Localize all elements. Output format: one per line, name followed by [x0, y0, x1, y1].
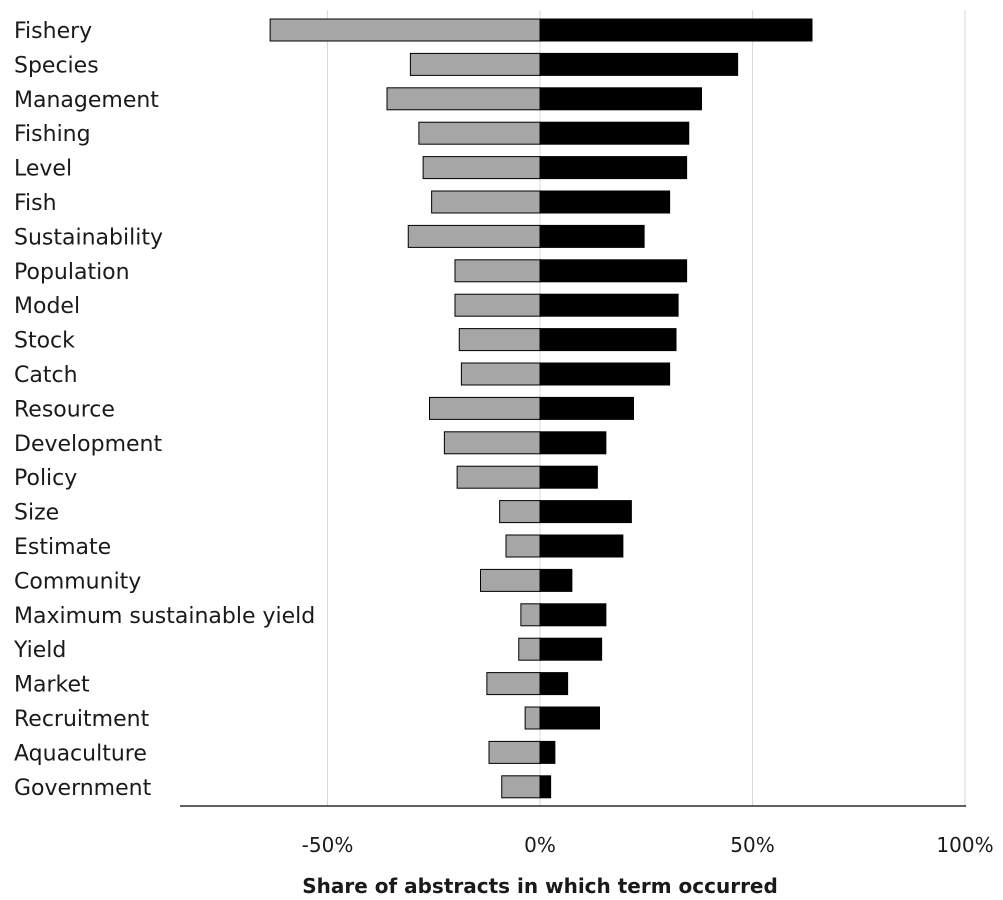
bar-negative [443, 431, 541, 455]
bar-negative [418, 121, 541, 145]
bar-positive [539, 328, 677, 352]
bar-positive [539, 293, 679, 317]
x-tick-label: 100% [936, 833, 993, 857]
bar-negative [409, 52, 541, 76]
x-tick-label: -50% [302, 833, 354, 857]
bar-negative [524, 706, 541, 730]
bar-negative [505, 534, 541, 558]
category-label: Population [14, 260, 130, 285]
category-label: Recruitment [14, 707, 150, 732]
bar-positive [539, 568, 573, 592]
bar-negative [422, 156, 541, 180]
bar-negative [501, 775, 541, 799]
category-label: Maximum sustainable yield [14, 604, 315, 629]
bar-positive [539, 224, 645, 248]
bar-negative [480, 568, 541, 592]
bar-positive [539, 603, 607, 627]
category-label: Resource [14, 397, 115, 422]
bar-positive [539, 87, 702, 111]
bar-negative [269, 18, 541, 42]
bar-positive [539, 465, 598, 489]
bar-negative [488, 740, 541, 764]
category-label: Community [14, 569, 141, 594]
bar-positive [539, 431, 607, 455]
bar-negative [431, 190, 541, 214]
bar-negative [454, 293, 541, 317]
category-label: Fishing [14, 122, 91, 147]
bar-positive [539, 637, 603, 661]
x-axis-title: Share of abstracts in which term occurre… [302, 874, 778, 898]
bar-negative [518, 637, 541, 661]
bar-negative [486, 672, 541, 696]
category-label: Fishery [14, 19, 92, 44]
bar-negative [499, 500, 541, 524]
category-label: Stock [14, 329, 75, 354]
category-label: Market [14, 673, 90, 698]
category-label: Catch [14, 363, 78, 388]
bar-positive [539, 190, 671, 214]
bar-positive [539, 362, 671, 386]
bar-positive [539, 52, 739, 76]
bar-positive [539, 740, 556, 764]
bar-positive [539, 396, 634, 420]
category-label: Sustainability [14, 225, 163, 250]
bar-negative [458, 328, 541, 352]
bar-negative [454, 259, 541, 283]
bar-positive [539, 156, 688, 180]
category-label: Management [14, 88, 159, 113]
category-label: Level [14, 157, 72, 182]
category-label: Estimate [14, 535, 111, 560]
category-label: Species [14, 53, 99, 78]
category-label: Government [14, 776, 152, 801]
category-label: Yield [13, 638, 66, 663]
x-tick-label: 50% [730, 833, 774, 857]
bar-negative [460, 362, 541, 386]
category-label: Fish [14, 191, 57, 216]
bar-positive [539, 672, 569, 696]
x-tick-label: 0% [524, 833, 556, 857]
bar-positive [539, 500, 632, 524]
bar-negative [386, 87, 541, 111]
bars [269, 18, 813, 799]
bar-negative [429, 396, 541, 420]
bar-positive [539, 775, 552, 799]
bar-negative [456, 465, 541, 489]
x-axis: -50% 0% 50% 100% [180, 805, 994, 857]
category-label: Size [14, 501, 59, 526]
category-labels: Fishery Species Management Fishing Level Fish… [13, 19, 315, 801]
category-label: Model [14, 294, 80, 319]
bar-positive [539, 18, 813, 42]
bar-positive [539, 121, 690, 145]
bar-negative [520, 603, 541, 627]
bar-positive [539, 259, 688, 283]
category-label: Policy [14, 466, 77, 491]
bar-negative [407, 224, 541, 248]
bar-positive [539, 706, 600, 730]
category-label: Aquaculture [14, 741, 147, 766]
category-label: Development [14, 432, 162, 457]
bar-positive [539, 534, 624, 558]
